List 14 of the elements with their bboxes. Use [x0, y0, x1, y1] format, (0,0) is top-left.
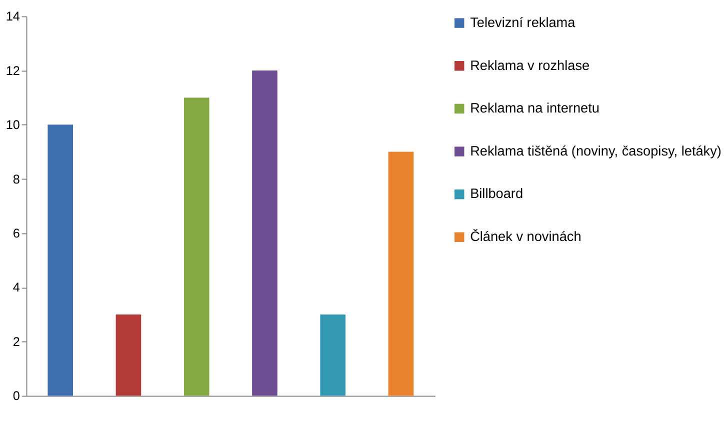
y-tick-label: 10 — [6, 118, 20, 132]
y-tick-label: 14 — [6, 10, 20, 24]
legend-label: Billboard — [470, 186, 524, 202]
legend-label: Reklama v rozhlase — [470, 58, 590, 73]
y-tick-label: 12 — [6, 64, 20, 78]
y-tick-label: 4 — [12, 280, 20, 295]
y-tick-label: 0 — [12, 389, 20, 404]
y-tick-label: 8 — [12, 172, 20, 186]
legend-label: Reklama na internetu — [470, 100, 600, 116]
y-tick-label: 6 — [12, 226, 20, 241]
legend-label: Televizní reklama — [470, 14, 576, 30]
legend-label: Článek v novinách — [470, 229, 582, 244]
y-tick-label: 2 — [12, 334, 20, 349]
legend-label: Reklama tištěná (noviny, časopisy, letáky) — [470, 143, 722, 158]
